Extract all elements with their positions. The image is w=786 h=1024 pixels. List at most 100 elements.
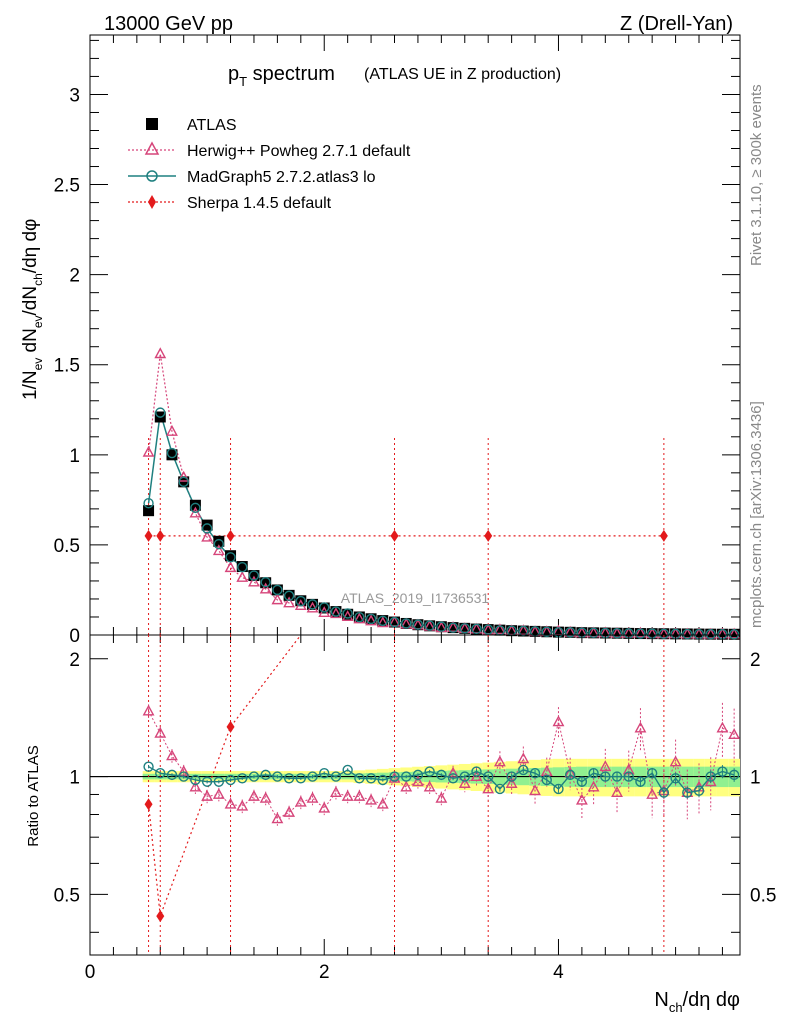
atlas-point (330, 606, 342, 618)
rivet-label: Rivet 3.1.10, ≥ 300k events (748, 84, 765, 266)
madgraph-point (412, 619, 424, 630)
chart-title-note: (ATLAS UE in Z production) (364, 66, 561, 83)
atlas-point (400, 617, 412, 629)
herwig-point (201, 530, 214, 542)
herwig-point (236, 571, 249, 582)
atlas-point (447, 622, 459, 634)
ratio-tick-label-right: 0.5 (750, 885, 776, 906)
ratio-tick-label-right: 2 (750, 650, 761, 671)
herwig-ratio-point (423, 780, 436, 792)
title-main: p (228, 63, 239, 85)
herwig-ratio-point (330, 786, 342, 798)
atlas-point (470, 623, 482, 635)
madgraph-point (682, 628, 693, 640)
atlas-point (389, 616, 401, 628)
madgraph-ratio-point (471, 766, 482, 777)
madgraph-ratio-point (190, 774, 201, 786)
ratio-tick-label: 1 (69, 768, 80, 789)
atlas-point (283, 589, 295, 601)
madgraph-point (319, 602, 330, 613)
herwig-ratio-point (248, 789, 260, 801)
madgraph-point (377, 615, 388, 627)
madgraph-ratio-point (693, 785, 705, 796)
atlas-point (236, 561, 248, 573)
herwig-ratio-point (341, 789, 354, 801)
atlas-point (728, 628, 740, 640)
legend-label-atlas: ATLAS (187, 117, 237, 134)
atlas-point (353, 611, 365, 623)
herwig-ratio-point (611, 786, 623, 798)
y-tick-label: 1.5 (54, 356, 80, 377)
herwig-ratio-point (306, 791, 319, 803)
madgraph-ratio-point (728, 769, 740, 781)
madgraph-ratio-point (541, 774, 552, 786)
atlas-point (365, 613, 377, 625)
ratio-axis-ticks: 0 2 4 0.5 0.5 1 1 2 2 (54, 635, 776, 983)
ratio-tick-label-right: 1 (750, 768, 761, 789)
atlas-point (705, 628, 717, 640)
herwig-ratio-point (400, 780, 413, 792)
madgraph-point (635, 628, 646, 639)
herwig-point (365, 614, 378, 626)
madgraph-point (166, 447, 178, 459)
madgraph-ratio-point (553, 783, 564, 795)
herwig-ratio-point (283, 805, 296, 817)
y-axis-label: 1/Nev dNev/dNch/dη dφ (20, 219, 45, 400)
madgraph-ratio-point (588, 768, 599, 779)
madgraph-point (143, 498, 154, 509)
herwig-ratio-point (575, 793, 588, 805)
sherpa-point (226, 529, 235, 542)
atlas-point (599, 627, 611, 639)
herwig-ratio-point (529, 784, 541, 796)
y-tick-label: 2.5 (54, 176, 80, 197)
herwig-point (177, 470, 190, 482)
herwig-ratio-point (224, 797, 237, 809)
madgraph-point (272, 584, 283, 596)
madgraph-ratio-point (506, 771, 517, 782)
herwig-ratio-point (412, 775, 424, 787)
herwig-ratio-point (599, 760, 612, 772)
madgraph-point (482, 624, 494, 635)
madgraph-point (705, 628, 716, 640)
atlas-point (552, 626, 564, 638)
madgraph-ratio-point (143, 761, 154, 772)
madgraph-ratio-point (658, 787, 670, 798)
atlas-point (634, 628, 646, 640)
herwig-ratio-point (353, 789, 366, 801)
madgraph-ratio-point (319, 768, 330, 779)
y-tick-label: 1 (69, 446, 80, 467)
herwig-point (142, 445, 155, 457)
madgraph-ratio-point (682, 787, 693, 798)
herwig-ratio-line (148, 710, 735, 820)
atlas-point (482, 624, 494, 636)
atlas-point (143, 505, 155, 517)
atlas-point (225, 550, 237, 562)
atlas-point (459, 622, 471, 634)
herwig-point (283, 596, 296, 608)
madgraph-point (389, 616, 400, 628)
atlas-point (681, 628, 693, 640)
madgraph-ratio-point (155, 768, 166, 779)
madgraph-point (401, 618, 412, 629)
x-tick-label: 4 (553, 962, 564, 983)
sherpa-point (484, 529, 493, 542)
herwig-ratio-point (646, 788, 659, 799)
herwig-point (353, 612, 366, 624)
herwig-ratio-point (318, 801, 331, 813)
atlas-point (377, 615, 389, 627)
madgraph-point (178, 476, 189, 488)
main-axis-ticks: 0 0.5 1 1.5 2 2.5 3 (54, 35, 740, 647)
herwig-point (704, 627, 717, 639)
sherpa-ratio-point (144, 798, 153, 811)
madgraph-point (471, 623, 482, 635)
madgraph-point (611, 627, 623, 639)
madgraph-ratio-point (529, 768, 541, 779)
madgraph-ratio-point (447, 773, 459, 784)
madgraph-ratio-point (436, 769, 447, 781)
atlas-point (716, 628, 728, 640)
sherpa-ratio-line (147, 634, 302, 917)
atlas-point (412, 619, 424, 631)
madgraph-point (225, 552, 236, 563)
madgraph-ratio-point (248, 771, 260, 782)
madgraph-point (295, 595, 307, 607)
